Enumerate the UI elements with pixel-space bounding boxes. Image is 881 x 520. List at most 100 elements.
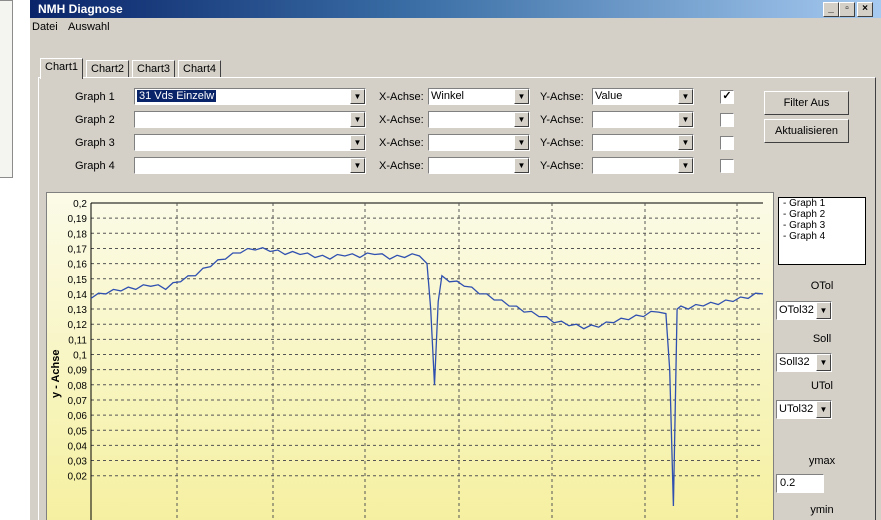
graph-1-label: Graph 1 xyxy=(75,91,115,103)
window-title: NMH Diagnose xyxy=(38,2,123,16)
menu-bar: Datei Auswahl xyxy=(30,18,881,36)
chevron-down-icon[interactable]: ▼ xyxy=(816,354,831,371)
close-button[interactable]: × xyxy=(857,2,873,17)
x-axis-value: Winkel xyxy=(431,90,465,102)
y-tick-label: 0,04 xyxy=(68,441,88,452)
x-axis-label: X-Achse: xyxy=(379,137,424,149)
y-tick-label: 0,08 xyxy=(68,381,88,392)
graph-2-x-select[interactable]: ▼ xyxy=(428,111,530,128)
graph-4-checkbox[interactable] xyxy=(720,159,734,173)
y-tick-label: 0,13 xyxy=(68,305,88,316)
chevron-down-icon[interactable]: ▼ xyxy=(514,135,529,150)
x-axis-label: X-Achse: xyxy=(379,160,424,172)
graph-1-y-select[interactable]: Value ▼ xyxy=(592,88,694,105)
y-tick-label: 0,14 xyxy=(68,290,88,301)
chevron-down-icon[interactable]: ▼ xyxy=(678,135,693,150)
y-axis-label: Y-Achse: xyxy=(540,91,584,103)
chevron-down-icon[interactable]: ▼ xyxy=(678,158,693,173)
graph-2-checkbox[interactable] xyxy=(720,113,734,127)
maximize-button[interactable]: ▫ xyxy=(839,2,855,17)
y-axis-label: Y-Achse: xyxy=(540,137,584,149)
graph-4-select[interactable]: ▼ xyxy=(134,157,366,174)
chart-background xyxy=(47,193,773,520)
chevron-down-icon[interactable]: ▼ xyxy=(816,401,831,418)
soll-label: Soll xyxy=(812,333,832,345)
ymax-input[interactable]: 0.2 xyxy=(776,474,824,493)
graph-2-y-select[interactable]: ▼ xyxy=(592,111,694,128)
minimize-button[interactable]: _ xyxy=(823,2,839,17)
graph-1-x-select[interactable]: Winkel ▼ xyxy=(428,88,530,105)
refresh-button[interactable]: Aktualisieren xyxy=(764,119,849,143)
legend-graph1: - Graph 1 xyxy=(783,198,826,209)
menu-datei[interactable]: Datei xyxy=(32,21,58,33)
tab-panel xyxy=(38,77,876,520)
chart-legend: - Graph 1 - Graph 2 - Graph 3 - Graph 4 xyxy=(778,197,866,265)
y-tick-label: 0,17 xyxy=(68,244,88,255)
y-tick-label: 0,03 xyxy=(68,457,88,468)
chevron-down-icon[interactable]: ▼ xyxy=(678,89,693,104)
line-chart: 0,2 0,19 0,18 0,17 0,16 0,15 0,14 0,13 0,12 0,11 0… xyxy=(47,193,773,520)
ymax-label: ymax xyxy=(808,455,836,467)
app-window: NMH Diagnose _ ▫ × Datei Auswahl Chart1 … xyxy=(30,0,881,520)
y-tick-label: 0,12 xyxy=(68,320,88,331)
legend-graph3: - Graph 3 xyxy=(783,220,826,231)
background-window xyxy=(0,0,30,520)
chevron-down-icon[interactable]: ▼ xyxy=(816,302,831,319)
filter-off-button[interactable]: Filter Aus xyxy=(764,91,849,115)
tab-chart4[interactable]: Chart4 xyxy=(178,60,222,78)
legend-graph4: - Graph 4 xyxy=(783,231,826,242)
chevron-down-icon[interactable]: ▼ xyxy=(514,158,529,173)
graph-4-y-select[interactable]: ▼ xyxy=(592,157,694,174)
y-tick-label: 0,09 xyxy=(68,366,88,377)
chevron-down-icon[interactable]: ▼ xyxy=(350,112,365,127)
y-axis-value: Value xyxy=(595,90,623,102)
utol-select[interactable]: UTol32 ▼ xyxy=(776,400,832,419)
graph-1-select[interactable]: 31 Vds Einzelw ▼ xyxy=(134,88,366,105)
tab-chart1[interactable]: Chart1 xyxy=(40,58,84,79)
graph-3-select[interactable]: ▼ xyxy=(134,134,366,151)
graph-3-y-select[interactable]: ▼ xyxy=(592,134,694,151)
y-tick-label: 0,19 xyxy=(68,214,88,225)
graph-2-select[interactable]: ▼ xyxy=(134,111,366,128)
x-axis-label: X-Achse: xyxy=(379,91,424,103)
graph-4-x-select[interactable]: ▼ xyxy=(428,157,530,174)
y-tick-label: 0,1 xyxy=(73,351,87,362)
menu-auswahl[interactable]: Auswahl xyxy=(68,21,110,33)
chevron-down-icon[interactable]: ▼ xyxy=(514,89,529,104)
graph-4-label: Graph 4 xyxy=(75,160,115,172)
y-tick-label: 0,11 xyxy=(68,335,87,346)
y-tick-label: 0,18 xyxy=(68,229,88,240)
y-axis-label: Y-Achse: xyxy=(540,160,584,172)
y-tick-label: 0,05 xyxy=(68,426,88,437)
y-axis-label: y - Achse xyxy=(50,349,62,398)
otol-value: OTol32 xyxy=(779,304,814,316)
chart-area: 0,2 0,19 0,18 0,17 0,16 0,15 0,14 0,13 0,12 0,11 0… xyxy=(46,192,774,520)
y-tick-label: 0,06 xyxy=(68,411,88,422)
otol-select[interactable]: OTol32 ▼ xyxy=(776,301,832,320)
y-axis-label: Y-Achse: xyxy=(540,114,584,126)
x-axis-label: X-Achse: xyxy=(379,114,424,126)
graph-1-checkbox[interactable]: ✓ xyxy=(720,90,734,104)
legend-graph2: - Graph 2 xyxy=(783,209,826,220)
y-tick-label: 0,02 xyxy=(68,472,88,483)
utol-label: UTol xyxy=(810,380,833,392)
soll-select[interactable]: Soll32 ▼ xyxy=(776,353,832,372)
chevron-down-icon[interactable]: ▼ xyxy=(514,112,529,127)
tab-chart2[interactable]: Chart2 xyxy=(86,60,130,78)
chevron-down-icon[interactable]: ▼ xyxy=(350,158,365,173)
graph-1-value: 31 Vds Einzelw xyxy=(137,90,217,102)
graph-3-x-select[interactable]: ▼ xyxy=(428,134,530,151)
y-tick-label: 0,16 xyxy=(68,260,88,271)
soll-value: Soll32 xyxy=(779,356,810,368)
chevron-down-icon[interactable]: ▼ xyxy=(350,89,365,104)
graph-3-checkbox[interactable] xyxy=(720,136,734,150)
chevron-down-icon[interactable]: ▼ xyxy=(350,135,365,150)
graph-3-label: Graph 3 xyxy=(75,137,115,149)
tab-chart3[interactable]: Chart3 xyxy=(132,60,176,78)
y-tick-label: 0,15 xyxy=(68,275,88,286)
graph-2-label: Graph 2 xyxy=(75,114,115,126)
chevron-down-icon[interactable]: ▼ xyxy=(678,112,693,127)
series-graph-1-line xyxy=(90,247,764,507)
otol-label: OTol xyxy=(810,280,834,292)
title-bar: NMH Diagnose _ ▫ × xyxy=(30,0,881,18)
